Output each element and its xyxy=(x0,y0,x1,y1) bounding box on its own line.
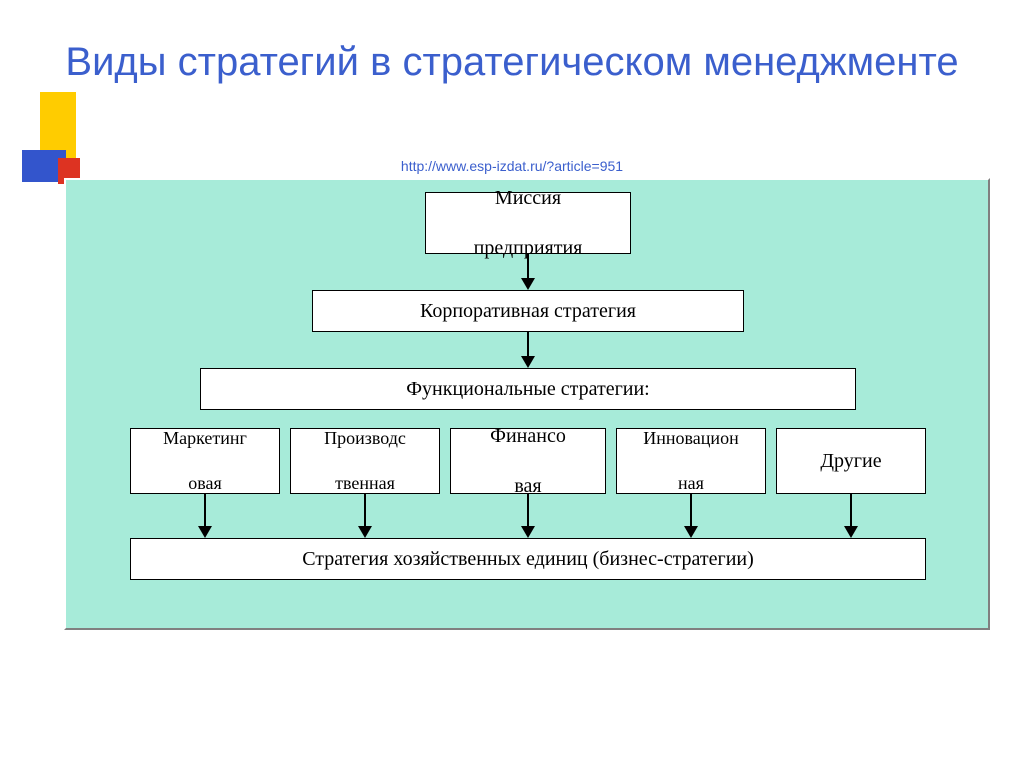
deco-yellow-square xyxy=(40,92,76,158)
node-f3: Финансовая xyxy=(450,428,606,494)
node-functional: Функциональные стратегии: xyxy=(200,368,856,410)
node-corporate: Корпоративная стратегия xyxy=(312,290,744,332)
node-f1: Маркетинговая xyxy=(130,428,280,494)
node-mission: Миссияпредприятия xyxy=(425,192,631,254)
slide-title: Виды стратегий в стратегическом менеджме… xyxy=(0,40,1024,85)
node-f5: Другие xyxy=(776,428,926,494)
node-business: Стратегия хозяйственных единиц (бизнес-с… xyxy=(130,538,926,580)
slide-subtitle: http://www.esp-izdat.ru/?article=951 xyxy=(0,158,1024,174)
node-f2: Производственная xyxy=(290,428,440,494)
node-f4: Инновационная xyxy=(616,428,766,494)
